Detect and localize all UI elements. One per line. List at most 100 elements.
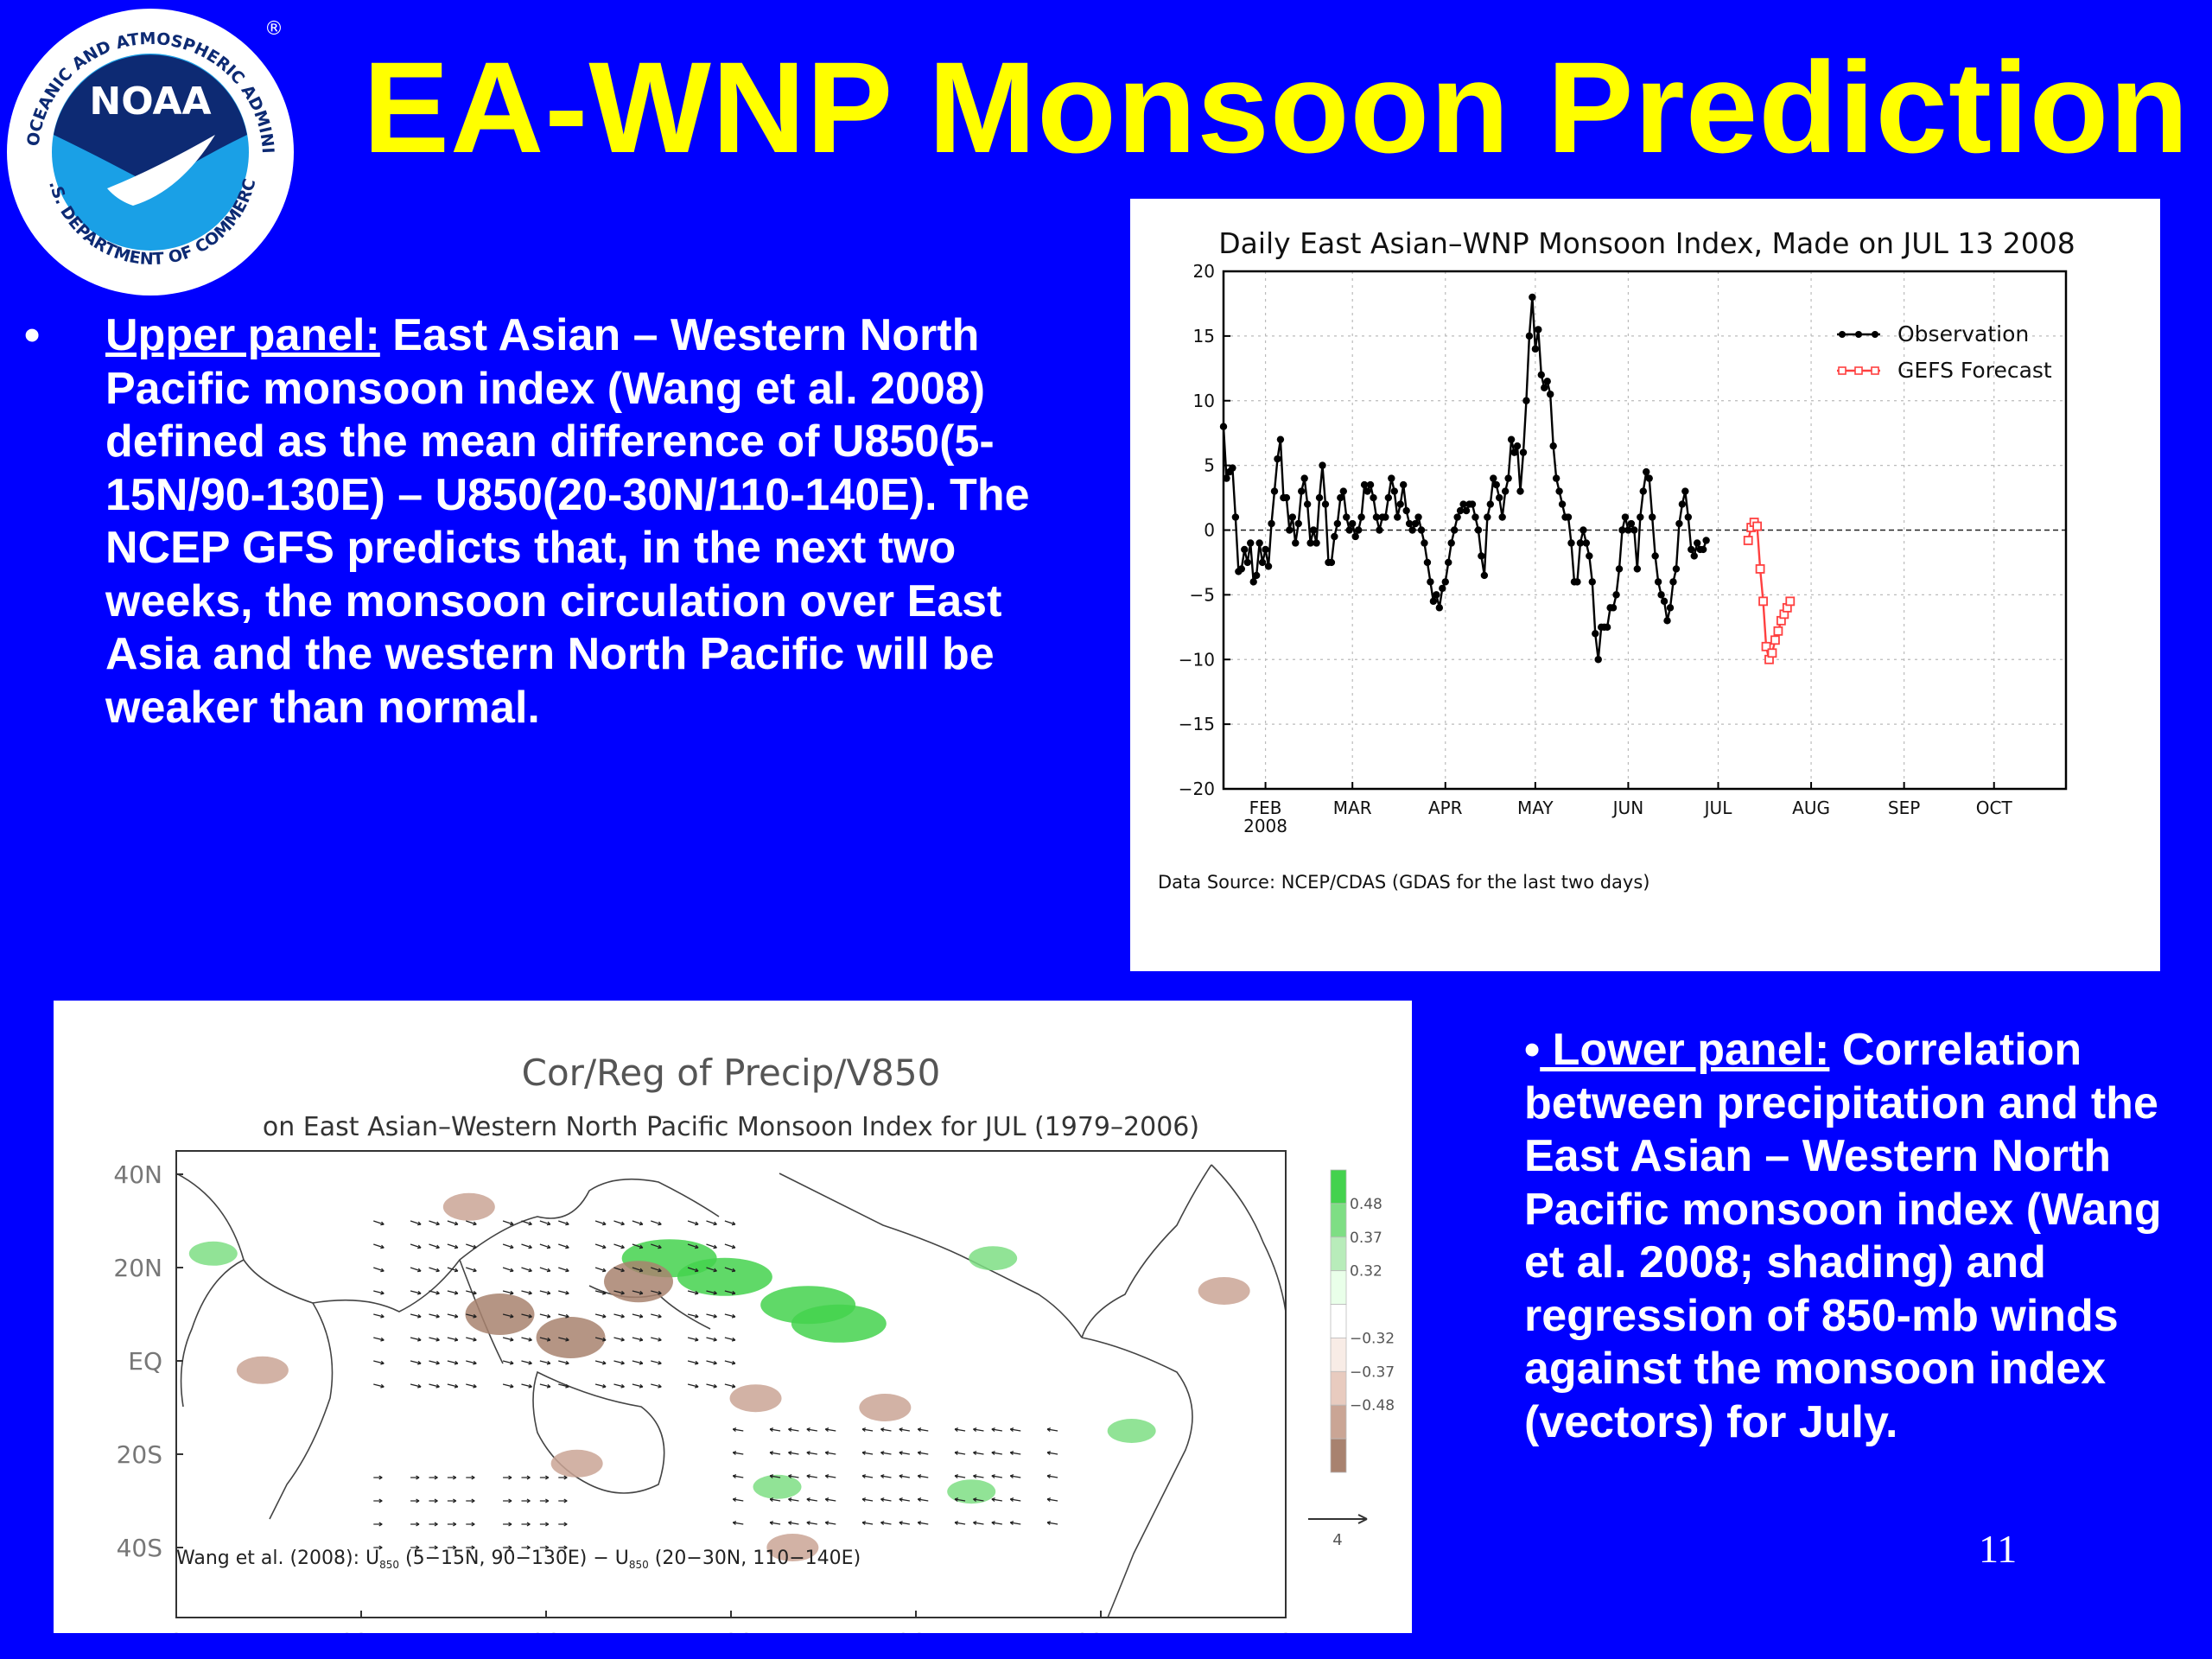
wind-vector — [632, 1243, 644, 1249]
wind-vector — [769, 1498, 781, 1502]
wind-vector-head — [991, 1497, 995, 1502]
observation-point — [1264, 563, 1273, 570]
colorbar: 0.48 0.37 0.32 −0.32 −0.37 −0.48 — [1330, 1169, 1395, 1473]
wind-vector-head — [565, 1360, 569, 1365]
observation-point — [1684, 513, 1693, 521]
wind-vector-head — [861, 1474, 867, 1478]
wind-vector — [861, 1428, 874, 1432]
wind-vector-head — [788, 1521, 792, 1525]
observation-point — [1237, 565, 1246, 573]
wind-vector — [825, 1428, 836, 1432]
wind-vector-head — [861, 1521, 867, 1525]
wind-vector — [558, 1360, 569, 1364]
wind-vector-head — [917, 1521, 922, 1525]
bullet: • — [24, 310, 41, 360]
wind-vector — [466, 1290, 477, 1294]
wind-vector-head — [528, 1290, 532, 1295]
latitude-label: 20N — [113, 1254, 162, 1282]
observation-point — [1651, 552, 1659, 560]
wind-vector-head — [473, 1313, 477, 1319]
wind-vector — [651, 1360, 662, 1364]
wind-vector — [687, 1243, 699, 1249]
observation-point — [1394, 513, 1402, 521]
observation-point — [1547, 391, 1554, 398]
observation-point — [1333, 519, 1342, 528]
upper-panel-description: • Upper panel: East Asian – Western North… — [24, 309, 1099, 734]
x-tick-label: FEB — [1249, 798, 1282, 818]
wind-vector — [373, 1290, 385, 1294]
wind-vector-head — [454, 1290, 459, 1295]
wind-vector — [861, 1452, 874, 1455]
wind-vector — [769, 1475, 781, 1478]
wind-vector-head — [639, 1221, 644, 1226]
wind-vector — [410, 1243, 422, 1249]
observation-point — [1672, 565, 1681, 573]
wind-vector-head — [1009, 1451, 1014, 1455]
wind-vector-head — [563, 1475, 568, 1480]
wind-vector-head — [713, 1244, 717, 1249]
observation-point — [1417, 526, 1426, 534]
wind-vector — [733, 1428, 744, 1432]
wind-vector — [825, 1452, 836, 1455]
wind-vector-head — [713, 1360, 717, 1365]
wind-vector-head — [769, 1427, 774, 1432]
wind-vector — [899, 1452, 910, 1455]
observation-point — [1678, 500, 1687, 508]
wind-vector — [447, 1360, 459, 1364]
wind-vector — [558, 1243, 569, 1249]
observation-point — [1669, 578, 1677, 586]
wind-vector-head — [991, 1474, 995, 1478]
observation-point — [1249, 578, 1257, 586]
wind-vector — [613, 1220, 625, 1225]
latitude-label: EQ — [128, 1347, 162, 1376]
wind-vector — [539, 1383, 551, 1388]
wind-vector-head — [454, 1313, 459, 1319]
observation-point — [1388, 474, 1395, 482]
observation-point — [1580, 526, 1587, 534]
wind-vector — [466, 1243, 477, 1249]
observation-point — [1492, 480, 1500, 489]
latitude-labels: 40N 20N EQ 20S 40S — [113, 1160, 183, 1562]
wind-vector — [558, 1313, 569, 1318]
wind-vector — [373, 1267, 385, 1272]
wind-vector-head — [899, 1521, 903, 1525]
wind-vector-head — [563, 1545, 568, 1550]
wind-vector-head — [416, 1475, 420, 1480]
wind-vector — [594, 1337, 607, 1341]
wind-vector — [706, 1290, 717, 1294]
wind-vector — [632, 1337, 644, 1341]
wind-vector-head — [861, 1427, 867, 1432]
observation-point — [1567, 539, 1575, 547]
wind-vector — [429, 1337, 440, 1341]
wind-vector — [880, 1475, 892, 1478]
wind-vector-head — [806, 1451, 810, 1455]
wind-vector-head — [620, 1244, 625, 1249]
wind-vector — [373, 1383, 385, 1388]
colorbar-segment — [1330, 1370, 1347, 1406]
wind-vector-head — [380, 1383, 385, 1389]
positive-correlation-area — [1107, 1419, 1156, 1443]
wind-vector-head — [602, 1290, 607, 1295]
latitude-label: 20S — [117, 1440, 162, 1469]
wind-vector — [613, 1337, 625, 1341]
observation-point — [1543, 378, 1551, 385]
wind-vector-head — [417, 1360, 422, 1365]
wind-vector-head — [731, 1337, 736, 1342]
lower-panel-body: Correlation between precipitation and th… — [1524, 1025, 2162, 1447]
wind-vector — [899, 1428, 910, 1432]
wind-vector-head — [695, 1337, 699, 1342]
wind-vector — [558, 1267, 569, 1272]
observation-point — [1363, 487, 1371, 495]
observation-point — [1468, 500, 1477, 508]
wind-vector-head — [695, 1221, 699, 1226]
observation-point — [1306, 539, 1314, 547]
wind-vector — [447, 1243, 459, 1249]
wind-vector-head — [508, 1545, 512, 1550]
observation-point — [1262, 545, 1269, 554]
observation-point — [1588, 578, 1596, 586]
y-tick-label: 10 — [1193, 391, 1215, 411]
wind-vector — [788, 1475, 799, 1478]
wind-vector-head — [435, 1290, 440, 1295]
wind-vector-head — [602, 1337, 607, 1342]
wind-vector — [991, 1522, 1002, 1525]
